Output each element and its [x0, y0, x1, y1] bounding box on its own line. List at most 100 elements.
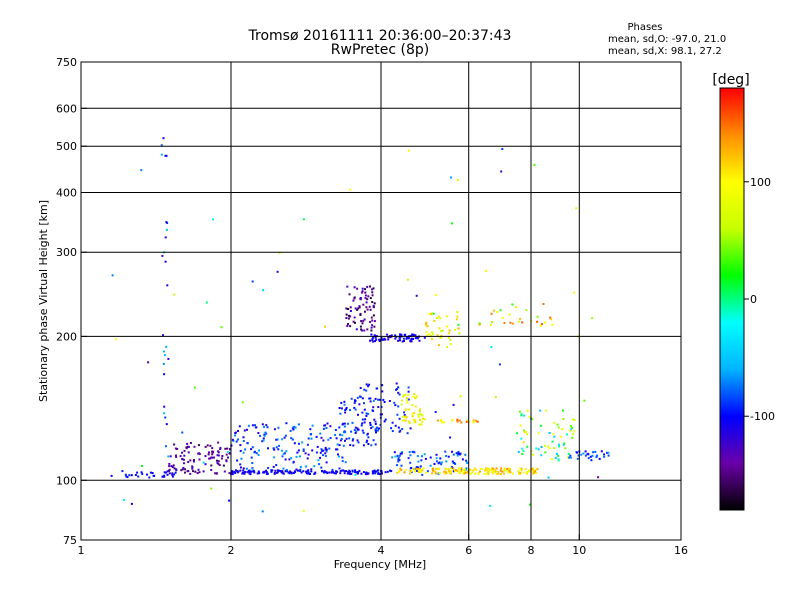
- data-point: [381, 390, 384, 393]
- data-point: [250, 456, 253, 459]
- data-point: [325, 450, 328, 453]
- data-point: [275, 464, 278, 467]
- data-point: [458, 332, 461, 335]
- data-point: [357, 307, 360, 310]
- data-point: [130, 502, 133, 505]
- data-point: [409, 427, 412, 430]
- data-point: [462, 471, 465, 474]
- data-point: [448, 470, 451, 473]
- data-point: [533, 163, 536, 166]
- data-point: [211, 453, 214, 456]
- data-point: [237, 430, 239, 432]
- data-point: [428, 312, 431, 315]
- data-point: [251, 446, 254, 449]
- data-point: [225, 459, 228, 462]
- data-point: [243, 470, 246, 473]
- data-point: [507, 468, 509, 471]
- data-point: [416, 468, 419, 470]
- data-point: [339, 439, 342, 442]
- data-point: [169, 455, 172, 458]
- data-point: [497, 472, 500, 475]
- data-point: [497, 470, 499, 473]
- data-point: [374, 443, 377, 446]
- data-point: [181, 431, 184, 434]
- data-point: [343, 425, 346, 428]
- data-point: [369, 424, 372, 426]
- data-point: [447, 455, 450, 458]
- data-point: [224, 447, 227, 450]
- data-point: [399, 467, 402, 470]
- data-point: [436, 317, 439, 319]
- data-point: [356, 396, 359, 399]
- data-point: [351, 421, 354, 424]
- data-point: [299, 469, 302, 472]
- data-point: [123, 498, 125, 501]
- data-point: [550, 318, 553, 321]
- data-point: [262, 437, 265, 440]
- data-point: [414, 337, 417, 340]
- data-point: [522, 441, 525, 444]
- data-point: [388, 400, 391, 402]
- data-point: [501, 316, 504, 319]
- data-point: [217, 463, 220, 465]
- data-point: [537, 448, 540, 451]
- data-point: [211, 447, 214, 450]
- data-point: [413, 421, 416, 424]
- data-point: [451, 419, 454, 422]
- data-point: [483, 472, 486, 475]
- data-point: [508, 467, 511, 470]
- data-point: [338, 467, 341, 470]
- data-point: [343, 422, 346, 425]
- data-point: [439, 317, 442, 320]
- data-point: [511, 322, 514, 325]
- data-point: [370, 288, 373, 291]
- data-point: [410, 334, 413, 337]
- data-point: [511, 303, 514, 306]
- data-point: [228, 452, 231, 455]
- data-point: [285, 434, 287, 437]
- data-point: [477, 473, 480, 475]
- data-point: [208, 457, 211, 460]
- data-point: [441, 421, 444, 424]
- data-point: [526, 445, 529, 448]
- data-point: [307, 437, 310, 440]
- data-point: [371, 294, 374, 297]
- data-point: [446, 345, 448, 348]
- data-point: [349, 325, 352, 328]
- data-point: [376, 469, 379, 472]
- data-point: [320, 436, 323, 439]
- data-point: [232, 440, 235, 442]
- data-point: [225, 453, 228, 456]
- data-point: [345, 406, 348, 409]
- data-point: [374, 428, 377, 431]
- data-point: [134, 474, 137, 476]
- data-point: [352, 320, 355, 323]
- data-point: [285, 422, 288, 425]
- data-point: [349, 473, 352, 476]
- data-point: [437, 315, 440, 318]
- data-point: [407, 337, 410, 340]
- data-point: [466, 471, 469, 474]
- data-point: [281, 455, 284, 458]
- data-point: [293, 442, 296, 445]
- data-point: [397, 426, 400, 429]
- data-point: [171, 473, 174, 476]
- data-point: [407, 394, 410, 396]
- data-point: [400, 452, 403, 455]
- data-point: [295, 455, 298, 458]
- data-point: [404, 468, 407, 471]
- data-point: [323, 470, 326, 472]
- data-point: [378, 472, 381, 475]
- data-point: [476, 420, 479, 423]
- data-point: [423, 418, 426, 421]
- data-point: [231, 470, 234, 473]
- y-tick-label: 750: [56, 56, 77, 69]
- data-point: [415, 467, 418, 470]
- data-point: [376, 426, 379, 429]
- data-point: [425, 471, 428, 474]
- data-point: [417, 466, 420, 469]
- data-point: [452, 403, 455, 406]
- colorbar-tick-label: 0: [750, 293, 757, 306]
- data-point: [495, 467, 498, 470]
- data-point: [335, 448, 337, 451]
